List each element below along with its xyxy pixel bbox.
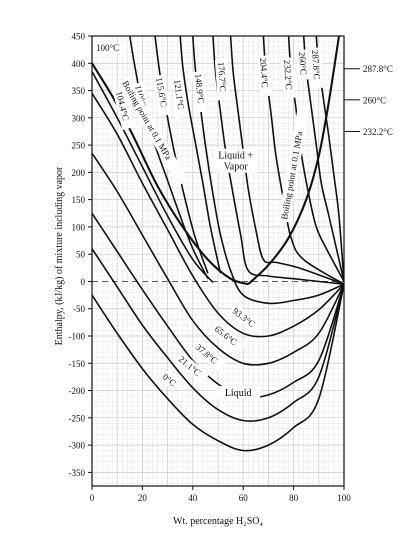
right-temperature-label: 287.8°C — [363, 64, 393, 74]
label-backdrop — [210, 321, 246, 353]
y-tick-label: -50 — [73, 304, 85, 314]
y-tick-label: 150 — [72, 195, 86, 205]
x-tick-label: 60 — [239, 493, 249, 503]
label-backdrop — [228, 303, 264, 335]
plot-frame — [91, 35, 345, 487]
y-tick-label: -300 — [69, 441, 86, 451]
label-backdrop — [152, 74, 172, 117]
label-backdrop — [213, 148, 258, 162]
x-tick-label: 40 — [188, 493, 198, 503]
x-axis-label: Wt. percentage H₂SO₄ — [173, 516, 264, 527]
isotherm-label: 100°C — [96, 43, 119, 53]
isotherm-115.6c — [179, 36, 222, 274]
isotherm-label: 232.2°C — [282, 59, 294, 89]
isotherm-100c — [92, 71, 214, 284]
region-label: Vapor — [224, 162, 249, 173]
x-tick-label: 20 — [138, 493, 148, 503]
label-backdrop — [214, 59, 230, 101]
label-backdrop — [256, 55, 272, 97]
isotherm-label: 176.7°C — [216, 61, 228, 91]
isotherm-label-group: 287.8°C — [308, 47, 324, 89]
isotherm-label: 260°C — [297, 51, 309, 75]
label-backdrop — [295, 49, 310, 81]
x-tick-label: 100 — [337, 493, 351, 503]
region-label: Liquid + — [218, 151, 253, 162]
y-tick-label: 400 — [72, 59, 86, 69]
y-tick-label: -200 — [69, 386, 86, 396]
label-backdrop — [216, 386, 261, 399]
isotherm-label: 204.4°C — [258, 57, 270, 87]
isotherm-label-group: 0°C — [158, 369, 182, 392]
y-tick-label: 0 — [81, 277, 86, 287]
isotherm-label-group: 115.6°C — [152, 74, 172, 117]
isotherm-label-group: 121.1°C — [170, 76, 189, 119]
x-tick-label: 0 — [90, 493, 95, 503]
isotherm-label-group: 100°C — [94, 42, 124, 54]
region-label: Liquid — [225, 388, 252, 399]
y-tick-label: -150 — [69, 359, 86, 369]
label-backdrop — [118, 76, 189, 186]
y-tick-label: 200 — [72, 168, 86, 178]
isotherm-110c — [154, 36, 209, 274]
isotherm-0c — [92, 284, 344, 452]
y-tick-label: 50 — [76, 250, 86, 260]
y-tick-label: 450 — [72, 32, 86, 42]
isotherm-176.7c — [229, 36, 344, 285]
boiling-curve-left — [92, 62, 249, 286]
curve-layer — [92, 36, 344, 452]
label-backdrop — [158, 369, 182, 392]
y-tick-label: -250 — [69, 413, 86, 423]
isotherm-21.1c — [92, 248, 344, 422]
label-backdrop — [213, 159, 258, 173]
isotherm-label-group: 260°C — [295, 49, 310, 81]
isotherm-148.9c — [212, 36, 344, 285]
y-tick-label: -350 — [69, 468, 86, 478]
isotherm-93.3c — [92, 92, 344, 338]
y-tick-label: 250 — [72, 141, 86, 151]
axes-layer: 450400350300250200150100500-50-100-150-2… — [69, 32, 352, 504]
isotherm-label-group: 176.7°C — [214, 59, 230, 101]
isotherm-104.4c — [129, 36, 209, 280]
y-axis-label: Enthalpy, (kJ/kg) of mixture including v… — [54, 166, 65, 345]
isotherm-37.8c — [92, 212, 344, 399]
isotherm-label: 148.9°C — [193, 73, 206, 104]
label-backdrop — [112, 87, 135, 130]
label-backdrop — [277, 103, 311, 223]
right-temperature-label: 232.2°C — [363, 127, 393, 137]
isotherm-label: 287.8°C — [310, 49, 322, 79]
isotherm-label: 121.1°C — [172, 79, 186, 110]
label-backdrop — [280, 57, 296, 99]
label-backdrop — [191, 339, 227, 372]
label-backdrop — [170, 76, 189, 119]
x-tick-label: 80 — [289, 493, 299, 503]
label-backdrop — [94, 42, 124, 54]
label-backdrop — [174, 351, 210, 384]
boiling-curve-right — [247, 36, 341, 285]
y-tick-label: 350 — [72, 86, 86, 96]
isotherm-label-group: 232.2°C — [280, 57, 296, 99]
y-tick-label: 100 — [72, 222, 86, 232]
label-backdrop — [191, 71, 208, 113]
y-tick-label: 300 — [72, 113, 86, 123]
right-temperature-label: 260°C — [363, 95, 386, 105]
isotherm-65.6c — [92, 152, 344, 366]
isotherm-label-group: 148.9°C — [191, 71, 208, 113]
label-backdrop — [308, 47, 324, 89]
isotherm-label-group: 204.4°C — [256, 55, 272, 97]
y-tick-label: -100 — [69, 332, 86, 342]
